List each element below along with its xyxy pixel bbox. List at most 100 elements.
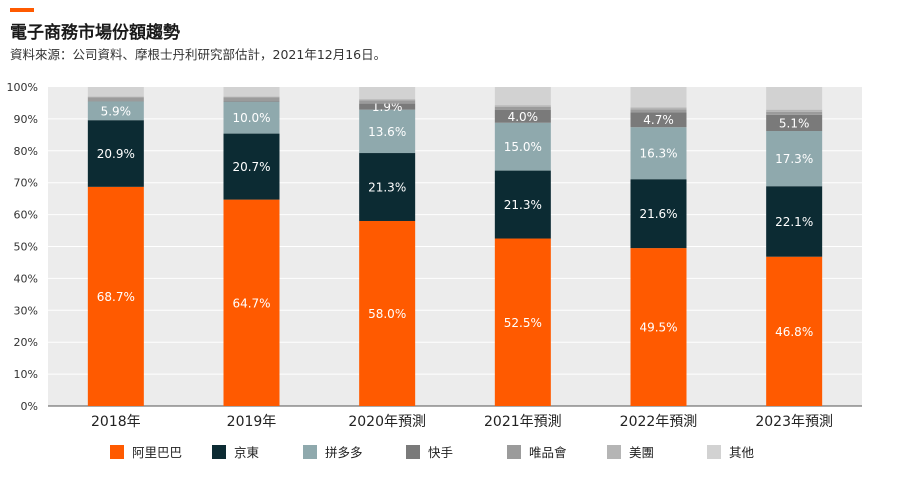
- bar-segment: [87, 101, 144, 121]
- bar-segment: [494, 170, 551, 239]
- bar-segment: [223, 199, 280, 406]
- legend-item: 其他: [707, 442, 754, 461]
- bar-segment: [359, 99, 416, 101]
- bar-segment: [359, 87, 416, 100]
- data-label: 13.6%: [368, 125, 406, 139]
- data-label: 5.9%: [101, 104, 132, 118]
- chart-source-note: 資料來源：公司資料、摩根士丹利研究部估計，2021年12月16日。: [10, 47, 387, 62]
- data-label: 4.7%: [643, 113, 674, 127]
- data-label: 17.3%: [775, 152, 813, 166]
- bar-segment: [223, 101, 280, 102]
- bar-segment: [87, 96, 144, 98]
- data-label: 21.3%: [504, 198, 542, 212]
- bar-segment: [223, 97, 280, 102]
- bar-segment: [223, 133, 280, 200]
- bar-segment: [494, 122, 551, 171]
- legend-label: 拼多多: [325, 445, 363, 460]
- legend-swatch: [507, 444, 521, 459]
- legend-label: 阿里巴巴: [132, 445, 183, 460]
- y-tick-label: 90%: [14, 113, 38, 126]
- x-tick-label: 2020年預測: [348, 414, 426, 430]
- data-label: 16.3%: [639, 147, 677, 161]
- bar-segment: [359, 103, 416, 110]
- data-label: 49.5%: [639, 321, 677, 335]
- bar-segment: [359, 153, 416, 221]
- bar-segment: [766, 111, 823, 115]
- legend-item: 美團: [607, 442, 654, 461]
- bar-segment: [494, 105, 551, 107]
- data-label: 15.0%: [504, 140, 542, 154]
- bar-segment: [766, 87, 823, 110]
- x-tick-label: 2023年預測: [755, 414, 833, 430]
- data-label: 20.9%: [97, 147, 135, 161]
- data-label: 5.1%: [779, 116, 810, 130]
- bar-segment: [87, 97, 144, 102]
- legend-label: 京東: [234, 445, 260, 460]
- y-tick-label: 20%: [14, 336, 38, 349]
- data-label: 46.8%: [775, 325, 813, 339]
- legend-swatch: [406, 444, 420, 459]
- x-tick-label: 2022年預測: [620, 414, 698, 430]
- y-tick-label: 50%: [14, 241, 38, 254]
- legend-item: 京東: [212, 442, 259, 461]
- bar-segment: [630, 127, 687, 180]
- bar-segment: [766, 114, 823, 132]
- legend-swatch: [303, 444, 317, 459]
- stacked-bar-chart: 0% 10% 20% 30% 40% 50% 60% 70% 80% 90% 100% 68.7% 20…: [7, 81, 862, 430]
- y-tick-label: 70%: [14, 177, 38, 190]
- legend-item: 唯品會: [507, 442, 567, 461]
- accent-bar: [10, 8, 34, 12]
- bar-segment: [223, 87, 280, 97]
- data-label: 52.5%: [504, 316, 542, 330]
- bar-segment: [223, 96, 280, 98]
- bar-segment: [630, 87, 687, 108]
- data-label: 64.7%: [232, 296, 270, 310]
- legend-swatch: [212, 444, 226, 459]
- y-tick-label: 40%: [14, 272, 38, 285]
- legend-item: 拼多多: [303, 442, 363, 461]
- bar-segment: [359, 220, 416, 406]
- data-label: 21.3%: [368, 181, 406, 195]
- bar-segment: [494, 109, 551, 123]
- legend-item: 快手: [406, 442, 453, 461]
- data-label: 10.0%: [232, 111, 270, 125]
- chart-title: 電子商務市場份額趨勢: [10, 23, 180, 43]
- y-tick-label: 100%: [7, 81, 38, 94]
- bar-segment: [766, 256, 823, 406]
- bar-segment: [630, 107, 687, 110]
- bar-segment: [630, 248, 687, 406]
- bar-segment: [494, 106, 551, 110]
- x-tick-label: 2018年: [91, 414, 141, 430]
- data-label: 22.1%: [775, 215, 813, 229]
- data-label: 20.7%: [232, 160, 270, 174]
- bar-segment: [494, 238, 551, 406]
- bar-segment: [87, 120, 144, 187]
- legend-label: 快手: [428, 445, 454, 460]
- bar-segment: [87, 186, 144, 406]
- bar-segment: [630, 112, 687, 128]
- y-tick-label: 80%: [14, 145, 38, 158]
- y-tick-label: 10%: [14, 368, 38, 381]
- legend-label: 美團: [629, 445, 655, 460]
- y-tick-label: 60%: [14, 209, 38, 222]
- bar-segment: [766, 186, 823, 257]
- data-label: 58.0%: [368, 307, 406, 321]
- legend-label: 其他: [729, 445, 755, 460]
- bar-segment: [494, 87, 551, 106]
- bar-segment: [630, 179, 687, 249]
- data-label: 4.0%: [508, 110, 539, 124]
- legend-swatch: [707, 444, 721, 459]
- chart-legend: 阿里巴巴 京東 拼多多 快手 唯品會 美團 其他: [0, 442, 900, 466]
- bar-segment: [766, 109, 823, 112]
- bar-segment: [630, 109, 687, 113]
- legend-swatch: [607, 444, 621, 459]
- bar-segment: [223, 101, 280, 134]
- legend-swatch: [110, 444, 124, 459]
- bar-segment: [359, 100, 416, 104]
- data-label: 68.7%: [97, 290, 135, 304]
- y-tick-label: 30%: [14, 304, 38, 317]
- x-tick-label: 2021年預測: [484, 414, 562, 430]
- data-label: 1.9%: [372, 100, 403, 114]
- bar-segment: [359, 109, 416, 154]
- legend-item: 阿里巴巴: [110, 442, 182, 461]
